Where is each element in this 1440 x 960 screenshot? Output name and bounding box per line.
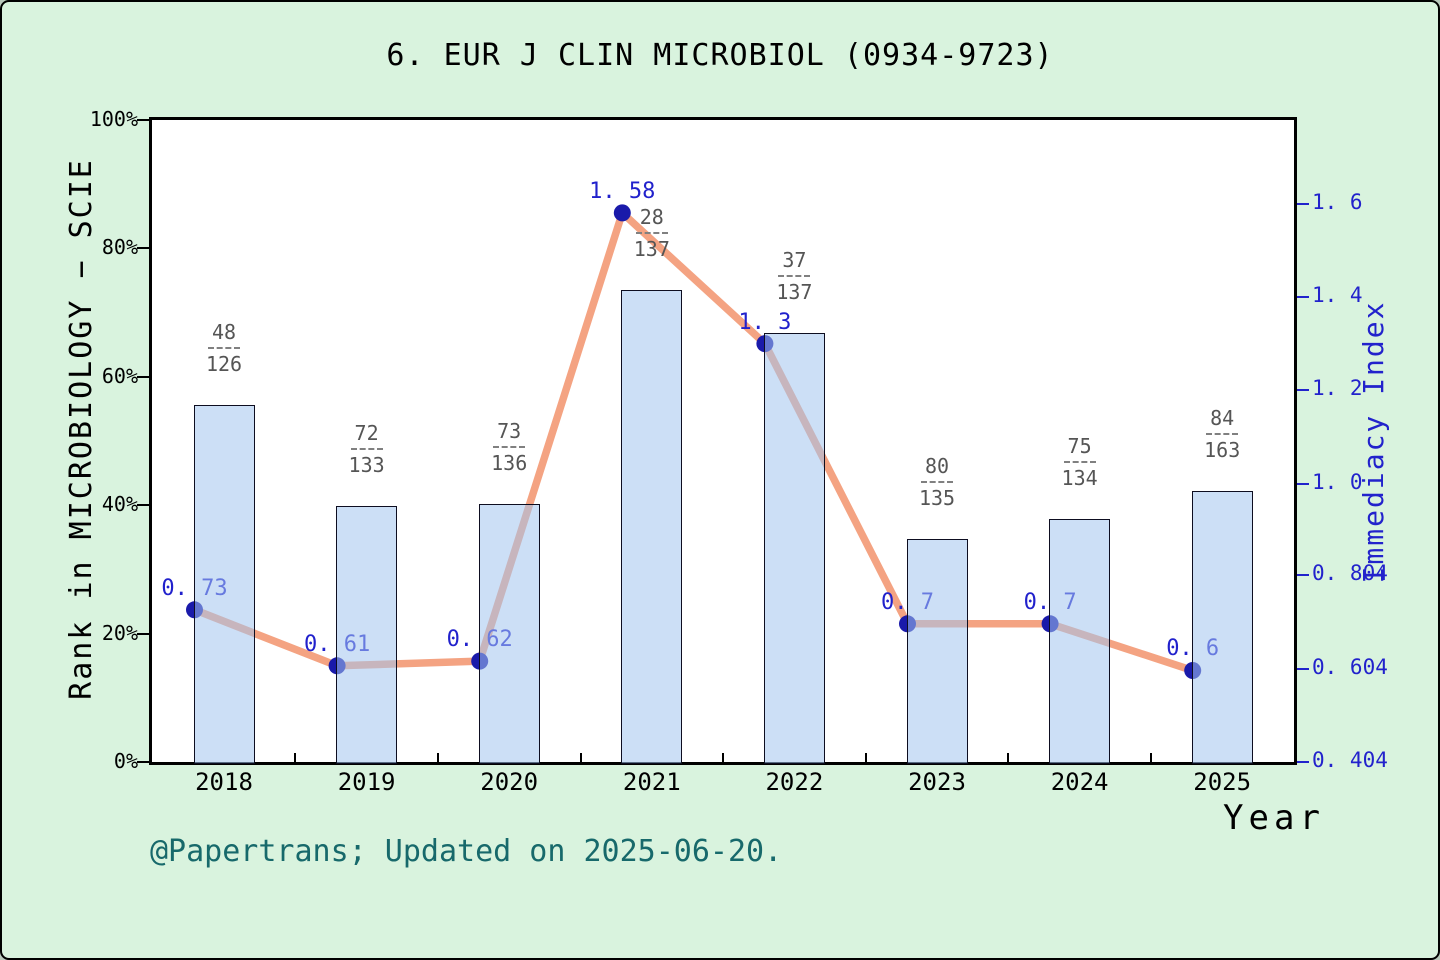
right-tick-mark <box>1297 574 1309 577</box>
rank-fraction-2018: 48 126 <box>164 321 284 375</box>
rank-bar-2019 <box>336 505 398 764</box>
left-tick-label: 40% <box>101 492 138 517</box>
line-value-label-2022: 1. 3 <box>738 309 792 335</box>
rank-fraction-2019: 72 133 <box>307 422 427 476</box>
left-tick-label: 20% <box>101 620 138 645</box>
left-tick-mark <box>137 761 149 763</box>
fraction-bar <box>350 447 383 450</box>
fraction-bar <box>635 232 668 235</box>
left-tick-mark <box>137 504 149 507</box>
fraction-numerator: 75 <box>1067 433 1092 458</box>
x-tick-label-2021: 2021 <box>622 768 681 796</box>
right-tick-mark <box>1297 667 1309 670</box>
fraction-numerator: 80 <box>924 454 950 479</box>
left-tick-mark <box>137 375 149 378</box>
right-tick-mark <box>1297 482 1309 485</box>
data-point-marker-2021 <box>613 204 631 222</box>
right-tick-label: 0. 804 <box>1312 561 1388 586</box>
x-tick-label-2018: 2018 <box>195 768 253 796</box>
line-value-label-2021: 1. 58 <box>589 178 656 204</box>
x-tick-label-2022: 2022 <box>765 768 824 796</box>
x-minor-tick <box>436 753 439 762</box>
fraction-numerator: 37 <box>782 248 807 273</box>
left-tick-label: 100% <box>89 107 138 131</box>
left-tick-mark <box>137 119 149 121</box>
right-tick-label: 1. 4 <box>1312 282 1363 307</box>
x-minor-tick <box>579 753 582 762</box>
x-minor-tick <box>864 753 867 762</box>
plot-area: 0. 730. 610. 621. 581. 30. 70. 70. 64812… <box>149 117 1297 765</box>
right-tick-label: 0. 604 <box>1312 654 1388 679</box>
rank-fraction-2023: 80 135 <box>877 455 997 509</box>
fraction-denominator: 137 <box>776 280 813 305</box>
rank-bar-2020 <box>478 503 540 764</box>
x-tick-label-2020: 2020 <box>480 768 539 796</box>
fraction-bar <box>1206 433 1239 436</box>
x-minor-tick <box>1149 753 1152 762</box>
fraction-bar <box>921 481 953 484</box>
fraction-numerator: 72 <box>354 420 379 445</box>
left-tick-label: 0% <box>113 749 138 773</box>
rank-bar-2023 <box>906 539 968 764</box>
x-tick-label-2019: 2019 <box>337 768 396 796</box>
right-tick-mark <box>1297 202 1309 205</box>
right-tick-mark <box>1297 389 1309 392</box>
fraction-bar <box>493 445 526 448</box>
x-minor-tick <box>1007 753 1010 762</box>
x-tick-label-2024: 2024 <box>1050 768 1109 796</box>
left-tick-mark <box>137 632 149 635</box>
fraction-denominator: 136 <box>491 450 528 475</box>
fraction-denominator: 135 <box>918 486 956 511</box>
rank-fraction-2021: 28 137 <box>592 206 712 260</box>
x-tick-label-2025: 2025 <box>1193 768 1252 796</box>
fraction-numerator: 84 <box>1210 406 1235 431</box>
fraction-numerator: 48 <box>211 320 237 345</box>
right-tick-label: 1. 6 <box>1312 189 1363 214</box>
fraction-denominator: 137 <box>633 237 670 262</box>
fraction-bar <box>778 275 811 278</box>
fraction-bar <box>1063 460 1096 463</box>
rank-fraction-2020: 73 136 <box>449 420 569 474</box>
rank-bar-2021 <box>621 290 683 764</box>
left-axis-title: Rank in MICROBIOLOGY − SCIE <box>64 158 99 700</box>
x-tick-label-2023: 2023 <box>908 768 966 796</box>
x-axis-title: Year <box>1223 798 1325 838</box>
x-minor-tick <box>294 753 297 762</box>
rank-bar-2018 <box>193 405 255 764</box>
left-tick-label: 80% <box>101 235 138 260</box>
right-tick-mark <box>1297 761 1309 763</box>
rank-bar-2025 <box>1191 491 1253 764</box>
rank-bar-2024 <box>1049 518 1111 764</box>
rank-fraction-2025: 84 163 <box>1162 407 1282 461</box>
right-tick-label: 1. 2 <box>1312 376 1363 401</box>
fraction-bar <box>208 347 240 350</box>
fraction-numerator: 73 <box>497 418 522 443</box>
fraction-denominator: 133 <box>348 452 385 477</box>
rank-bar-2022 <box>763 333 825 764</box>
left-tick-label: 60% <box>101 363 138 388</box>
fraction-numerator: 28 <box>639 205 664 230</box>
rank-fraction-2024: 75 134 <box>1020 435 1140 489</box>
fraction-denominator: 126 <box>205 352 243 377</box>
right-tick-label: 1. 0 <box>1312 469 1363 494</box>
fraction-denominator: 163 <box>1204 438 1241 463</box>
fraction-denominator: 134 <box>1061 465 1098 490</box>
footer-note: @Papertrans; Updated on 2025-06-20. <box>150 834 783 869</box>
right-tick-mark <box>1297 295 1309 298</box>
chart-title: 6. EUR J CLIN MICROBIOL (0934-9723) <box>386 38 1054 73</box>
x-minor-tick <box>722 753 725 762</box>
rank-fraction-2022: 37 137 <box>734 249 854 303</box>
left-tick-mark <box>137 247 149 250</box>
right-tick-label: 0. 404 <box>1312 748 1388 772</box>
